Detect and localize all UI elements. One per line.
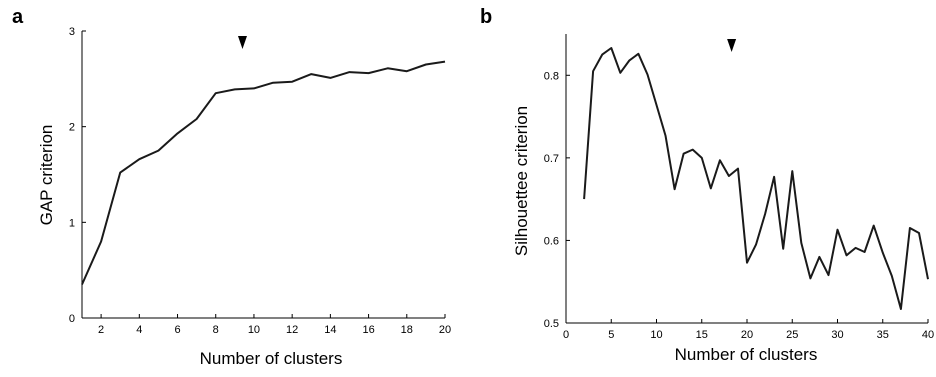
y-tick-label: 0.8 (544, 70, 559, 82)
y-tick-label: 0 (69, 313, 75, 325)
panel-b-x-axis-title: Number of clusters (675, 345, 818, 364)
x-tick-label: 15 (696, 329, 708, 341)
x-tick-label: 8 (213, 324, 219, 336)
x-tick-label: 4 (136, 324, 142, 336)
panel-a-axes (81, 31, 445, 319)
x-tick-label: 16 (362, 324, 374, 336)
x-tick-label: 0 (563, 329, 569, 341)
panel-b: b 0 5 10 15 20 25 30 35 40 0.5 0.6 0.7 0.8 Number of… (480, 6, 934, 364)
x-tick-label: 40 (922, 329, 934, 341)
panel-b-y-axis-title: Silhouettee criterion (512, 106, 531, 256)
x-tick-label: 14 (324, 324, 336, 336)
x-tick-label: 12 (286, 324, 298, 336)
x-tick-label: 2 (98, 324, 104, 336)
x-tick-label: 10 (650, 329, 662, 341)
panel-a-letter: a (12, 6, 24, 28)
x-tick-label: 10 (248, 324, 260, 336)
x-tick-label: 5 (608, 329, 614, 341)
x-tick-label: 6 (174, 324, 180, 336)
x-tick-label: 30 (831, 329, 843, 341)
x-tick-label: 25 (786, 329, 798, 341)
panel-a-series (81, 36, 446, 285)
y-tick-label: 2 (69, 122, 75, 134)
y-tick-label: 0.6 (544, 235, 559, 247)
y-tick-label: 0.7 (544, 153, 559, 165)
series-line (81, 60, 446, 285)
y-tick-label: 1 (69, 217, 75, 229)
panel-b-letter: b (480, 6, 492, 28)
y-tick-label: 0.5 (544, 318, 559, 330)
x-tick-label: 20 (741, 329, 753, 341)
optimal-cluster-marker (727, 39, 737, 52)
panel-b-axes (565, 34, 928, 324)
x-tick-label: 35 (877, 329, 889, 341)
optimal-cluster-marker (237, 36, 247, 49)
x-tick-label: 20 (439, 324, 451, 336)
panel-b-ticks: 0 5 10 15 20 25 30 35 40 0.5 0.6 0.7 0.8 (544, 70, 934, 341)
panel-a-x-axis-title: Number of clusters (200, 349, 343, 368)
x-tick-label: 18 (401, 324, 413, 336)
series-line (583, 47, 929, 310)
y-tick-label: 3 (69, 26, 75, 38)
panel-a-y-axis-title: GAP criterion (37, 125, 56, 226)
panel-b-series (583, 39, 929, 310)
